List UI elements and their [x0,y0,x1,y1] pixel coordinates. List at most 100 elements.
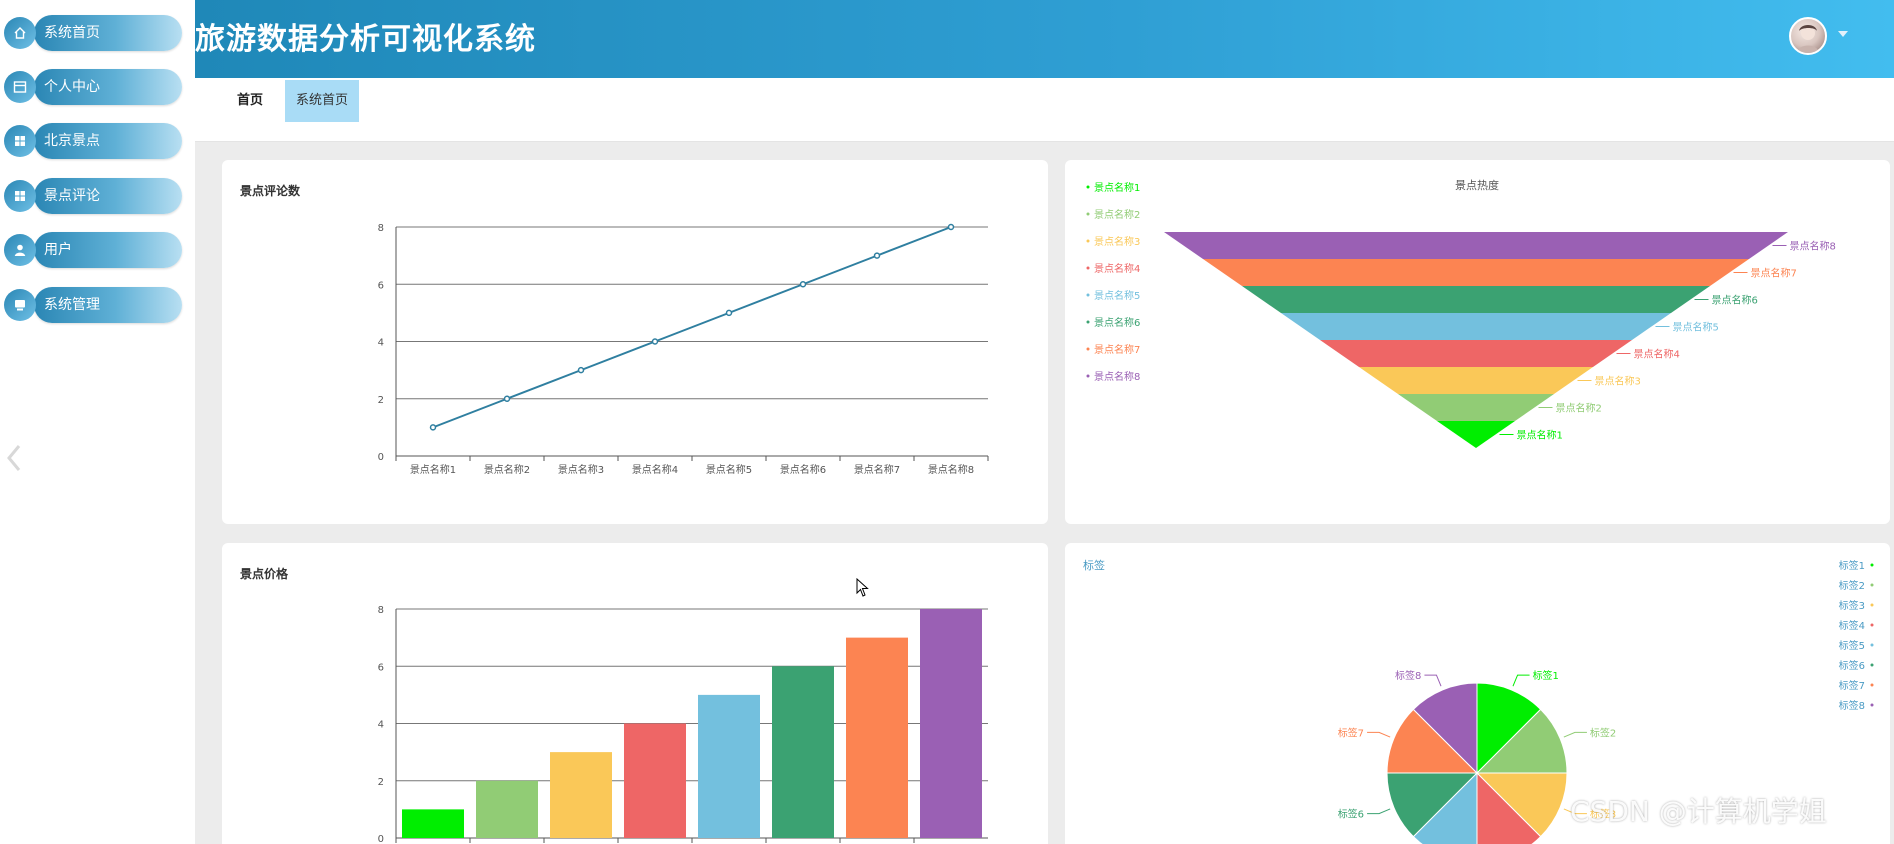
y-tick-label: 2 [378,777,384,788]
x-tick-label: 景点名称4 [632,463,678,476]
line-point [799,281,807,288]
legend-marker [1870,703,1874,707]
sidebar: 系统首页 个人中心 北京景点 景点评论 用户 系统管理 [0,0,195,844]
funnel-label: 景点名称3 [1595,375,1641,388]
funnel-label: 景点名称4 [1634,348,1680,361]
legend-marker [1086,239,1090,243]
y-tick-label: 6 [378,662,384,673]
tab-system-home[interactable]: 系统首页 [285,80,359,122]
sidebar-item-label: 北京景点 [44,133,100,149]
legend-label: 标签7 [1839,679,1865,692]
legend-marker [1870,563,1874,567]
pie-label-line [1367,808,1391,815]
pie-slice [1476,771,1542,844]
sidebar-item-comments[interactable]: 景点评论 [4,177,182,215]
y-tick-label: 4 [378,720,384,731]
legend-label: 景点名称5 [1094,289,1140,302]
legend-marker [1086,347,1090,351]
legend-label: 景点名称1 [1094,181,1140,194]
sidebar-item-beijing-sights[interactable]: 北京景点 [4,122,182,160]
bar-chart-card: 景点价格 0 2 4 6 8 [222,543,1048,844]
pie-label: 标签8 [1395,669,1421,682]
pie-chart: 标签 标签1标签2标签3标签4标签5标签6标签7标签8标签1标签2标签3标签6标签… [1083,558,1874,844]
profile-card-icon [4,71,36,103]
funnel-chart-card: 景点热度 景点名称1 景点名称2 景点名称3 景点名称4 景点名称5 景点名称6 景点名称7 景… [1065,160,1890,524]
top-header: 旅游数据分析可视化系统 [195,0,1894,78]
sidebar-item-home[interactable]: 系统首页 [4,14,182,52]
legend-label: 景点名称4 [1094,262,1140,275]
line-point [947,223,955,231]
bar-chart: 0 2 4 6 8 [378,605,988,844]
y-tick-label: 8 [378,605,384,616]
line-point [725,309,733,317]
mouse-cursor-icon [856,577,870,602]
legend-marker [1086,320,1090,324]
funnel-chart: 景点热度景点名称1景点名称2景点名称3景点名称4景点名称5景点名称6景点名称7景… [1086,178,1836,448]
y-tick-label: 6 [378,280,384,291]
pie-label: 标签6 [1338,808,1364,821]
legend-label: 标签8 [1839,699,1865,712]
funnel-segment [1164,232,1788,259]
tab-bar: 首页 系统首页 [195,78,1894,142]
x-tick-label: 景点名称1 [410,463,456,476]
bar [550,752,612,838]
pie-chart-card: 标签 标签1 标签2 标签3 标签4 标签5 标签6 标签7 标签8 标签1 标签2 标签3 标签6 标签… [1065,543,1890,844]
legend-label: 景点名称7 [1094,343,1140,356]
pie-label-line [1512,674,1530,687]
avatar[interactable] [1789,17,1827,55]
home-icon [4,17,36,49]
pie-label: 标签3 [1590,808,1616,821]
grid-icon [4,180,36,212]
y-tick-label: 0 [378,452,384,463]
legend-marker [1086,266,1090,270]
x-tick-label: 景点名称8 [928,463,974,476]
y-tick-label: 2 [378,395,384,406]
legend-marker [1870,663,1874,667]
pie-label-line [1424,674,1442,687]
funnel-segment [1437,421,1515,448]
tab-home[interactable]: 首页 [237,93,264,108]
line-chart: 0 2 4 6 8 景点名称1 景点名称2 景点名称3 景点名称4 景点名称5 景点名称6 景点名称7… [378,223,989,476]
funnel-segment [1398,394,1554,421]
line-chart-title: 景点评论数 [240,184,301,198]
sidebar-item-label: 景点评论 [44,188,100,204]
pie-label-line [1563,731,1587,738]
chevron-down-icon[interactable] [1838,31,1848,37]
funnel-segment [1320,340,1632,367]
line-chart-card: 景点评论数 0 2 4 6 8 景点名称1 景点名称2 景点名称3 景点名称4 景点名称5 景点名称… [222,160,1048,524]
sidebar-item-system-admin[interactable]: 系统管理 [4,286,182,324]
pie-label-line [1563,808,1587,815]
legend-marker [1086,374,1090,378]
legend-label: 标签2 [1839,579,1865,592]
funnel-label: 景点名称8 [1790,240,1836,253]
bar [698,694,760,838]
bar [846,637,908,838]
legend-marker [1086,293,1090,297]
pie-slice [1475,772,1568,838]
line-point [577,366,585,374]
funnel-segment [1359,367,1593,394]
y-tick-label: 0 [378,834,384,844]
funnel-label: 景点名称6 [1712,294,1758,307]
legend-marker [1870,623,1874,627]
legend-label: 景点名称3 [1094,235,1140,248]
sidebar-item-users[interactable]: 用户 [4,231,182,269]
line-point [503,395,511,402]
funnel-label: 景点名称2 [1556,402,1602,415]
funnel-label: 景点名称7 [1751,267,1797,280]
legend-marker [1086,212,1090,216]
bar [402,809,464,838]
legend-label: 标签3 [1839,599,1865,612]
app-title: 旅游数据分析可视化系统 [195,22,536,57]
pie-label: 标签1 [1533,669,1559,682]
grid-icon [4,125,36,157]
pie-slice [1412,771,1478,844]
funnel-segment [1242,286,1710,313]
sidebar-item-profile[interactable]: 个人中心 [4,68,182,106]
legend-label: 标签6 [1839,659,1865,672]
watermark: CSDN @计算机学姐 [1570,795,1827,828]
chevron-left-icon[interactable] [4,438,24,478]
legend-marker [1086,185,1090,189]
bar [920,609,982,838]
legend-label: 标签4 [1839,619,1865,632]
